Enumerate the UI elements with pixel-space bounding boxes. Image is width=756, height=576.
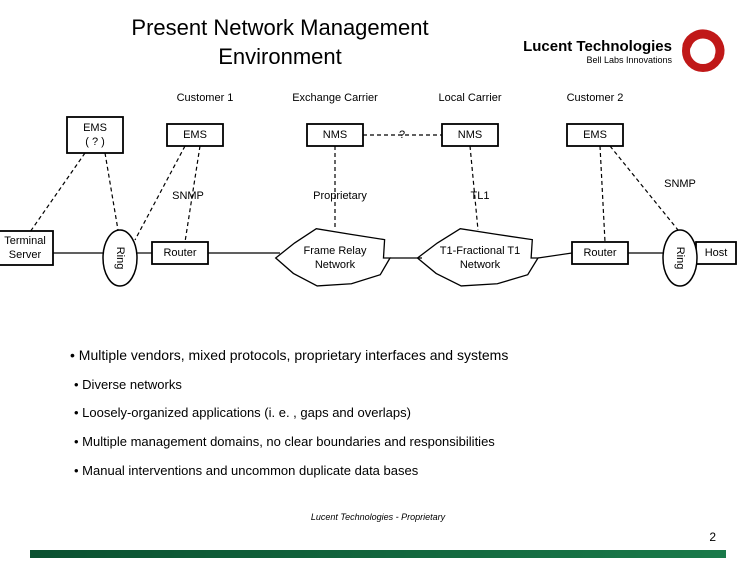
box-term-l2: Server <box>9 249 41 261</box>
footer-proprietary: Lucent Technologies - Proprietary <box>311 512 445 522</box>
box-emsq-l1: EMS <box>83 122 107 134</box>
ring2-label: Ring <box>674 247 686 270</box>
network-diagram <box>0 0 756 330</box>
lbl-tl1: TL1 <box>471 190 490 202</box>
lbl-snmp2: SNMP <box>664 178 696 190</box>
bullet-2: Diverse networks <box>74 371 690 400</box>
box-ems1: EMS <box>183 129 207 141</box>
bullet-5: Manual interventions and uncommon duplic… <box>74 457 690 486</box>
hdr-customer1: Customer 1 <box>177 92 234 104</box>
hdr-exchange: Exchange Carrier <box>292 92 378 104</box>
lbl-proprietary: Proprietary <box>313 190 367 202</box>
bullet-3: Loosely-organized applications (i. e. , … <box>74 399 690 428</box>
cloud-t1n-l2: Network <box>460 259 500 271</box>
page-number: 2 <box>709 530 716 544</box>
box-host: Host <box>705 247 728 259</box>
cloud-t1n-l1: T1-Fractional T1 <box>440 245 521 257</box>
hdr-local: Local Carrier <box>439 92 502 104</box>
lbl-snmp1: SNMP <box>172 190 204 202</box>
box-nms1: NMS <box>323 129 347 141</box>
hdr-customer2: Customer 2 <box>567 92 624 104</box>
box-ems2: EMS <box>583 129 607 141</box>
bullet-main: Multiple vendors, mixed protocols, propr… <box>70 340 690 371</box>
box-router1: Router <box>163 247 196 259</box>
lbl-qmark: ? <box>399 129 405 141</box>
ring1-label: Ring <box>114 247 126 270</box>
bullet-4: Multiple management domains, no clear bo… <box>74 428 690 457</box>
box-router2: Router <box>583 247 616 259</box>
bullet-list: Multiple vendors, mixed protocols, propr… <box>70 340 690 485</box>
cloud-frn-l2: Network <box>315 259 355 271</box>
cloud-frn-l1: Frame Relay <box>304 245 367 257</box>
footer-bar <box>30 550 726 558</box>
box-term-l1: Terminal <box>4 235 46 247</box>
box-nms2: NMS <box>458 129 482 141</box>
box-emsq-l2: ( ? ) <box>85 136 105 148</box>
